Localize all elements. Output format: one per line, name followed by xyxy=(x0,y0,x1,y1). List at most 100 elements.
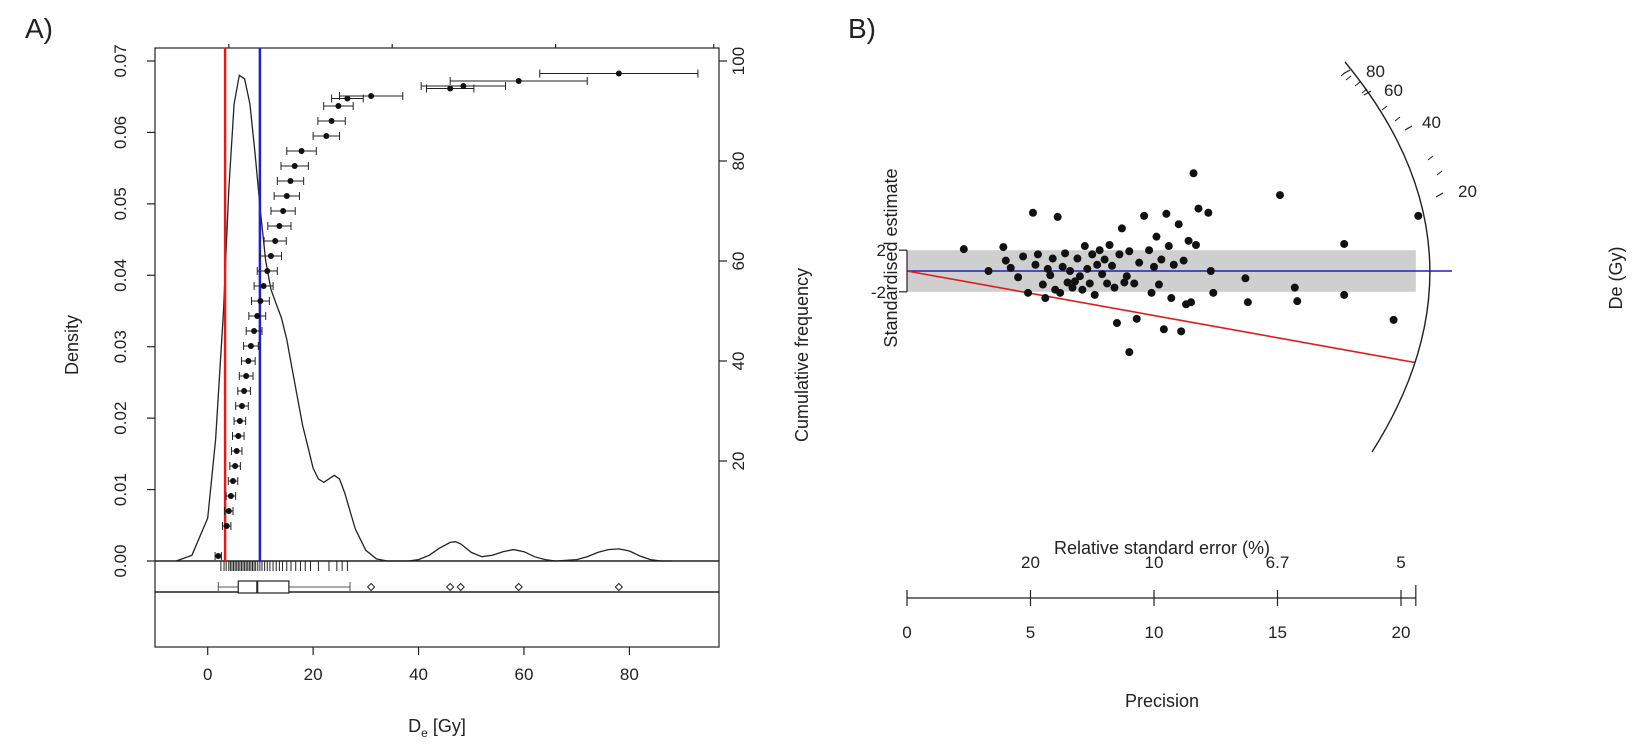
de-radial-axis-title: De (Gy) xyxy=(1606,247,1626,310)
minimum-value-line xyxy=(906,270,1416,364)
de-axis-title: De [Gy] xyxy=(408,716,466,740)
boxplot-outlier xyxy=(514,582,523,592)
de-axis-title-unit: [Gy] xyxy=(428,716,466,736)
cumulative-point xyxy=(245,358,252,364)
radial-data-point xyxy=(1117,224,1126,233)
radial-data-point xyxy=(1209,288,1218,297)
radial-data-point xyxy=(1066,267,1075,275)
radial-data-point xyxy=(1145,246,1154,255)
radial-minor-tick xyxy=(1345,75,1352,81)
radial-data-point xyxy=(1122,272,1131,281)
boxplot-outlier xyxy=(366,582,376,592)
cumulative-point xyxy=(267,253,274,259)
cumulative-point xyxy=(230,478,237,484)
radial-minor-tick xyxy=(1436,170,1443,176)
panel-a-density-plot: A) 0 20 40 60 80 0.00 0.01 0.02 0.03 0.04 0.05 0.0… xyxy=(25,13,812,740)
radial-minor-tick xyxy=(1427,155,1434,161)
radial-tick-label: 80 xyxy=(1366,62,1385,81)
radial-data-point xyxy=(1140,211,1149,220)
radial-data-point xyxy=(1006,263,1015,272)
cumulative-tick-label: 100 xyxy=(729,47,748,75)
cumulative-point xyxy=(225,508,232,514)
cumulative-point xyxy=(223,523,230,529)
standardised-tick-label: -2 xyxy=(871,283,886,302)
radial-data-point xyxy=(1157,255,1166,264)
radial-data-point xyxy=(1115,250,1124,259)
cumulative-point xyxy=(260,283,267,289)
radial-data-point xyxy=(959,245,968,254)
x-tick-label: 60 xyxy=(515,665,534,684)
radial-tick-mark xyxy=(1404,125,1413,131)
x-tick-label: 80 xyxy=(620,665,639,684)
cumulative-point xyxy=(615,70,622,77)
radial-data-point xyxy=(1206,267,1215,275)
radial-data-point xyxy=(1152,232,1161,241)
radial-data-point xyxy=(1001,256,1010,265)
rse-tick-label: 20 xyxy=(1021,553,1040,572)
de-axis-title-subscript: e xyxy=(421,726,428,740)
density-tick-label: 0.01 xyxy=(111,473,130,506)
precision-tick-label: 10 xyxy=(1145,623,1164,642)
radial-data-point xyxy=(1110,283,1119,292)
radial-data-point xyxy=(1024,288,1033,297)
radial-data-point xyxy=(1174,220,1183,229)
radial-data-point xyxy=(1063,278,1072,287)
cumulative-point xyxy=(344,95,351,102)
radial-data-point xyxy=(1046,271,1055,280)
radial-data-point xyxy=(1068,283,1077,292)
radial-data-point xyxy=(1162,209,1171,218)
radial-data-point xyxy=(1164,242,1173,251)
boxplot-outlier xyxy=(456,582,465,592)
radial-tick-mark xyxy=(1363,90,1372,96)
radial-data-point xyxy=(1187,298,1196,307)
radial-data-point xyxy=(999,243,1008,252)
radial-data-point xyxy=(1112,319,1121,327)
cumulative-tick-label: 80 xyxy=(729,152,748,171)
radial-data-point xyxy=(1135,258,1144,267)
density-tick-label: 0.05 xyxy=(111,187,130,220)
x-tick-label: 40 xyxy=(409,665,428,684)
cumulative-point xyxy=(287,178,294,184)
radial-data-point xyxy=(1189,169,1198,178)
cumulative-point xyxy=(323,133,330,139)
radial-data-point xyxy=(1078,285,1087,294)
radial-data-point xyxy=(1290,283,1299,292)
cumulative-point xyxy=(298,148,305,154)
cumulative-point xyxy=(291,163,298,169)
radial-data-point xyxy=(1043,264,1052,273)
panel-a-label: A) xyxy=(25,13,53,44)
density-tick-label: 0.02 xyxy=(111,402,130,435)
radial-data-point xyxy=(1414,211,1423,220)
cumulative-point xyxy=(276,223,283,229)
cumulative-point xyxy=(283,193,290,199)
cumulative-point xyxy=(243,373,250,379)
panel-a-plot-frame xyxy=(154,47,720,648)
radial-minor-tick xyxy=(1381,105,1388,111)
de-axis-title-main: D xyxy=(408,716,421,736)
cumulative-point xyxy=(368,93,375,99)
radial-minor-tick xyxy=(1361,88,1368,94)
radial-data-point xyxy=(1130,279,1139,288)
radial-data-point xyxy=(1088,250,1097,259)
radial-data-point xyxy=(1098,270,1107,279)
radial-data-point xyxy=(1204,208,1213,217)
cumulative-point xyxy=(238,403,245,409)
radial-data-point xyxy=(1159,325,1168,334)
precision-axis-title: Precision xyxy=(1125,691,1199,711)
radial-data-point xyxy=(1241,274,1250,283)
radial-data-point xyxy=(1048,254,1057,263)
radial-data-point xyxy=(1191,241,1200,249)
cumulative-point xyxy=(247,343,254,349)
radial-data-point xyxy=(1058,262,1067,271)
radial-minor-tick xyxy=(1354,81,1361,87)
radial-data-point xyxy=(1105,241,1114,249)
cumulative-point xyxy=(233,448,240,454)
radial-data-point xyxy=(1019,252,1028,261)
cumulative-point xyxy=(236,418,243,424)
density-curve xyxy=(175,74,672,562)
radial-data-point xyxy=(1389,315,1398,324)
density-tick-label: 0.03 xyxy=(111,330,130,363)
cumulative-point xyxy=(515,78,522,84)
radial-data-point xyxy=(1194,204,1203,213)
